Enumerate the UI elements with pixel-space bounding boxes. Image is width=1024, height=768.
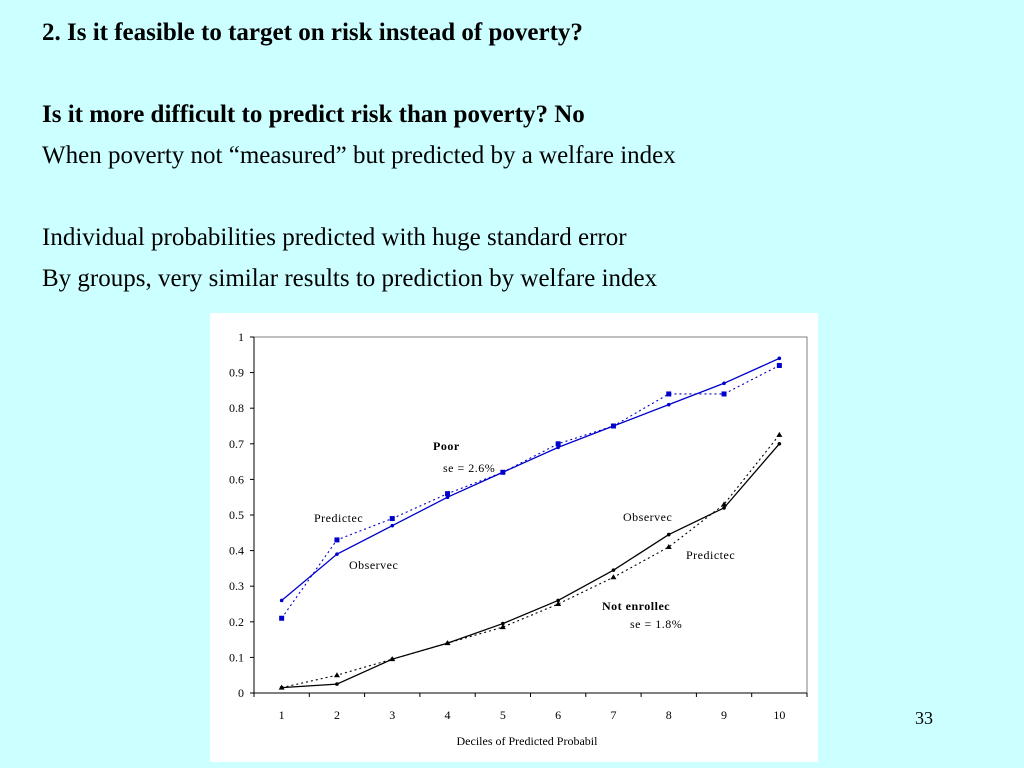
not-enrolled-predicted-point [665,544,672,550]
y-tick-label: 0 [238,686,244,700]
not-enrolled-predicted-point [499,624,506,630]
not-enrolled-observed-point [611,568,616,572]
not-enrolled-predicted-point [555,601,562,606]
body-line-2: Individual probabilities predicted with … [42,224,627,251]
not-enrolled-predicted-point [333,672,340,678]
x-tick-label: 6 [555,708,561,722]
not-enrolled-group-label: Not enrollec [602,599,670,613]
poor-observed-point [390,523,395,528]
not-enrolled-observed-point [501,621,505,626]
y-tick-label: 1 [238,330,244,344]
poor-predicted-point [776,362,782,368]
y-tick-label: 0.9 [229,366,244,380]
not-enrolled-se-label: se = 1.8% [630,617,682,631]
poor-se-label: se = 2.6% [443,461,495,475]
poor-predicted-point [555,441,561,447]
x-tick-label: 4 [445,708,451,722]
not-enrolled-predicted-label: Predictec [686,548,735,562]
x-tick-label: 5 [500,708,506,722]
not-enrolled-predicted-point [776,431,783,437]
body-line-1: When poverty not “measured” but predicte… [42,142,676,169]
not-enrolled-observed-point [722,506,726,510]
y-tick-label: 0.8 [229,401,244,415]
poor-predicted-point [666,391,672,397]
y-tick-label: 0.3 [229,579,244,593]
poor-observed-point [445,495,450,499]
page-number: 33 [915,708,933,728]
y-tick-label: 0.2 [229,615,244,629]
x-tick-label: 10 [773,708,785,722]
slide-title: 2. Is it feasible to target on risk inst… [42,19,583,46]
y-tick-label: 0.5 [229,508,244,522]
poor-predicted-label: Predictec [314,511,363,525]
not-enrolled-observed-point [335,682,339,686]
x-tick-label: 1 [279,708,285,722]
poor-predicted-point [445,491,451,497]
x-tick-label: 9 [721,708,727,722]
not-enrolled-predicted-line [281,434,780,689]
poor-predicted-point [334,537,340,543]
poor-observed-point [777,356,782,361]
poor-predicted-point [389,516,395,522]
not-enrolled-predicted-point [389,656,396,662]
body-line-3: By groups, very similar results to predi… [42,265,658,292]
poor-observed-point [722,381,726,386]
not-enrolled-observed-point [666,532,671,537]
not-enrolled-observed-point [777,442,782,446]
not-enrolled-predicted-point [610,574,617,580]
not-enrolled-observed-line [281,443,780,689]
y-tick-label: 0.4 [229,544,244,558]
poor-observed-point [335,552,339,556]
poor-predicted-point [500,469,506,475]
poor-observed-point [556,445,560,450]
poor-predicted-line [281,364,780,619]
poor-predicted-point [279,615,285,621]
question-line: Is it more difficult to predict risk tha… [42,101,585,128]
poor-observed-point [279,598,284,603]
poor-observed-label: Observec [349,558,398,572]
not-enrolled-predicted-point [278,684,285,690]
poor-group-label: Poor [433,439,460,453]
not-enrolled-predicted-point [444,640,451,646]
x-tick-label: 8 [666,708,672,722]
not-enrolled-predicted-point [721,501,728,507]
y-tick-label: 0.6 [229,472,244,486]
x-tick-label: 3 [389,708,395,722]
chart-panel: 0 0.1 0.2 0.3 0.4 0.5 0.6 0.7 0.8 0.9 1 1 2 3 4 5 6 7 8 9 1… [210,313,818,762]
y-tick-label: 0.1 [229,650,244,664]
poor-observed-point [666,402,671,407]
x-tick-label: 7 [610,708,616,722]
not-enrolled-observed-label: Observec [623,510,672,524]
poor-predicted-point [721,391,727,397]
x-axis-label: Deciles of Predicted Probabil [457,734,599,748]
x-tick-label: 2 [334,708,340,722]
deciles-line-chart: 0 0.1 0.2 0.3 0.4 0.5 0.6 0.7 0.8 0.9 1 1 2 3 4 5 6 7 8 9 1… [229,330,808,748]
poor-predicted-point [610,423,616,429]
y-tick-label: 0.7 [229,437,244,451]
not-enrolled-observed-point [556,598,560,603]
